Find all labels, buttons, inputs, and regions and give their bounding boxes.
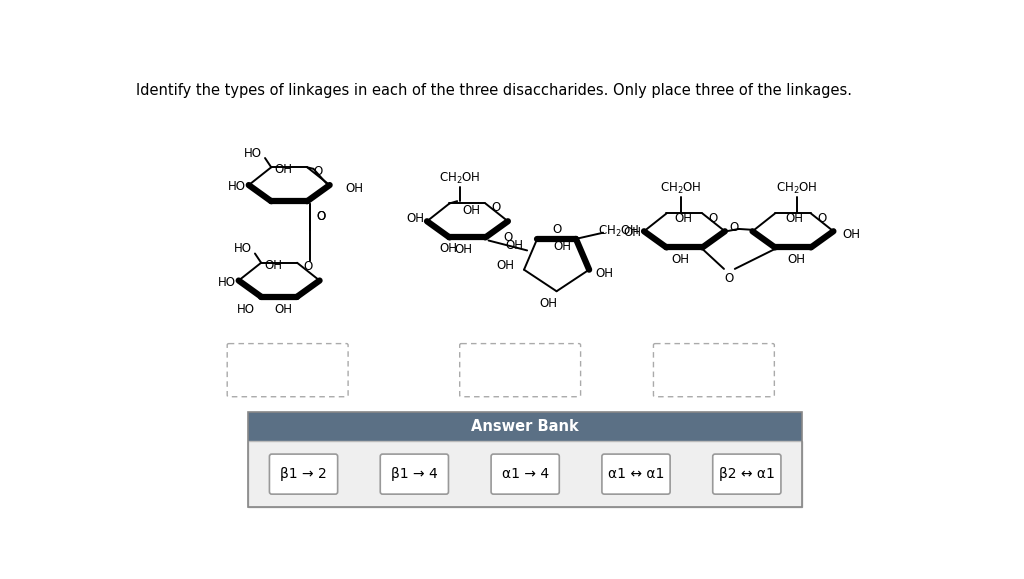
Bar [248, 441, 802, 507]
Text: OH: OH [462, 204, 480, 217]
FancyBboxPatch shape [492, 454, 559, 494]
FancyBboxPatch shape [227, 343, 348, 397]
FancyBboxPatch shape [380, 454, 449, 494]
Text: CH$_2$OH: CH$_2$OH [439, 171, 480, 186]
Text: OH: OH [672, 253, 689, 266]
Text: CH$_2$OH: CH$_2$OH [659, 181, 701, 196]
Text: O: O [503, 231, 512, 244]
Text: OH: OH [843, 228, 861, 241]
FancyBboxPatch shape [653, 343, 774, 397]
Text: O: O [316, 210, 326, 223]
Text: O: O [303, 260, 312, 273]
Text: Answer Bank: Answer Bank [471, 419, 579, 434]
Text: β1 → 2: β1 → 2 [281, 467, 327, 481]
Text: OH: OH [274, 302, 292, 316]
FancyBboxPatch shape [269, 454, 338, 494]
Text: O: O [709, 211, 718, 225]
Text: OH: OH [274, 163, 292, 176]
Text: β1 → 4: β1 → 4 [391, 467, 437, 481]
Text: O: O [316, 210, 326, 223]
Text: HO: HO [237, 302, 255, 316]
Text: OH: OH [540, 297, 558, 310]
FancyBboxPatch shape [602, 454, 670, 494]
FancyBboxPatch shape [713, 454, 781, 494]
Text: α1 → 4: α1 → 4 [502, 467, 549, 481]
Text: O: O [492, 201, 501, 214]
Text: HO: HO [217, 276, 236, 288]
Text: OH: OH [455, 243, 472, 256]
Text: OH: OH [623, 226, 641, 239]
Text: O: O [313, 164, 323, 178]
Text: β2 ↔ α1: β2 ↔ α1 [719, 467, 775, 481]
Text: OH: OH [497, 259, 515, 272]
Text: OH: OH [406, 212, 424, 225]
Text: CH$_2$OH: CH$_2$OH [776, 181, 817, 196]
Text: HO: HO [244, 147, 262, 160]
Text: OH: OH [505, 239, 523, 251]
Text: O: O [724, 272, 733, 285]
Text: OH: OH [785, 211, 804, 225]
FancyBboxPatch shape [460, 343, 581, 397]
Text: OH: OH [787, 253, 806, 266]
Text: HO: HO [227, 180, 246, 193]
Text: OH: OH [595, 267, 613, 280]
Text: HO: HO [233, 243, 252, 255]
Text: OH: OH [674, 211, 692, 225]
Text: OH: OH [264, 259, 282, 272]
Text: Identify the types of linkages in each of the three disaccharides. Only place th: Identify the types of linkages in each o… [136, 83, 852, 98]
Bar [248, 412, 802, 507]
Text: O: O [552, 223, 561, 236]
Text: α1 ↔ α1: α1 ↔ α1 [608, 467, 665, 481]
Text: OH: OH [345, 182, 364, 195]
Text: CH$_2$OH: CH$_2$OH [598, 223, 639, 239]
Text: OH: OH [554, 240, 571, 253]
Text: O: O [729, 221, 739, 234]
Text: O: O [817, 211, 826, 225]
Bar [248, 412, 802, 441]
Text: OH: OH [439, 241, 457, 255]
